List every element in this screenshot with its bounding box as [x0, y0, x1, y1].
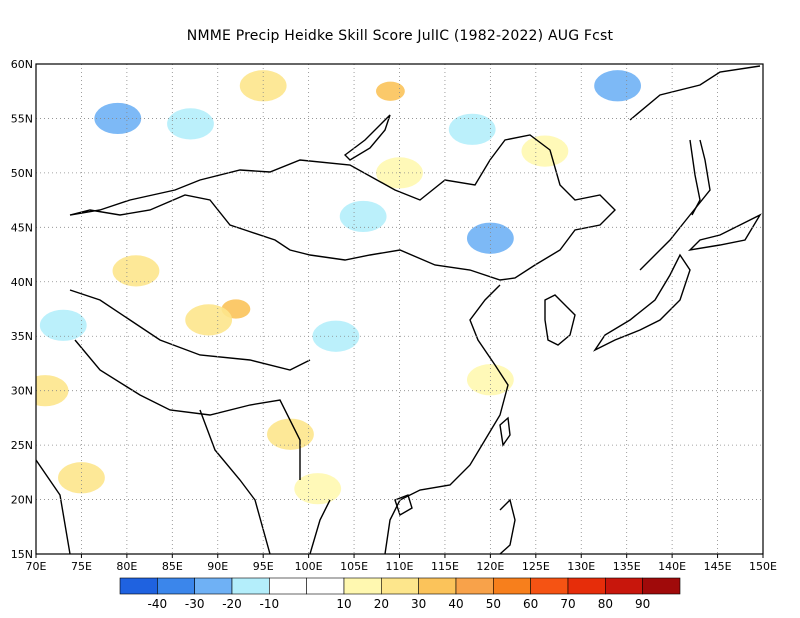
colorbar-swatch-11 [530, 577, 569, 595]
lat-label-30N: 30N [11, 385, 33, 398]
colorbar-label: 20 [374, 597, 389, 611]
russia-pacific-coast [629, 65, 761, 271]
colorbar-label: 40 [448, 597, 463, 611]
lat-label-40N: 40N [11, 276, 33, 289]
baikal [343, 114, 391, 161]
colorbar-label: 30 [411, 597, 426, 611]
lat-tick-labels: 15N 20N 25N 30N 35N 40N 45N 50N 55N 60N [11, 58, 33, 561]
lat-label-25N: 25N [11, 439, 33, 452]
skill-patch-18 [521, 135, 569, 167]
lon-label-115E: 115E [431, 560, 459, 573]
lon-label-95E: 95E [253, 560, 274, 573]
tibet-border [69, 289, 311, 371]
skill-patch-15 [167, 108, 214, 140]
skill-patch-2 [376, 81, 405, 101]
skill-patch-12 [466, 222, 514, 254]
colorbar-label: -30 [185, 597, 205, 611]
colorbar-label: 80 [598, 597, 613, 611]
skill-patch-7 [267, 418, 314, 450]
japan-hokkaido [687, 213, 762, 252]
colorbar-label: -10 [260, 597, 280, 611]
skill-patch-10 [594, 70, 641, 102]
skill-score-field [36, 70, 641, 505]
china-east-coast [399, 284, 509, 501]
skill-patch-1 [185, 304, 233, 336]
lon-label-105E: 105E [340, 560, 368, 573]
india-coast [36, 409, 271, 554]
lon-label-140E: 140E [658, 560, 686, 573]
colorbar-label: -20 [222, 597, 242, 611]
colorbar-swatch-4 [269, 577, 307, 595]
taiwan [499, 416, 511, 447]
lat-label-55N: 55N [11, 112, 33, 125]
colorbar-swatch-8 [418, 577, 457, 595]
colorbar-swatch-3 [231, 577, 270, 595]
colorbar-swatch-0 [119, 577, 158, 595]
colorbar-label: -40 [148, 597, 168, 611]
skill-patch-6 [112, 255, 160, 287]
sakhalin [689, 139, 701, 216]
lon-tick-labels: 70E 75E 80E 85E 90E 95E 100E 105E 110E 115E 120E 12… [26, 554, 777, 573]
colorbar-label: 60 [523, 597, 538, 611]
coastlines [36, 65, 762, 554]
lon-label-100E: 100E [295, 560, 323, 573]
colorbar-label: 90 [635, 597, 650, 611]
lon-label-135E: 135E [613, 560, 641, 573]
indochina-coast [309, 499, 401, 554]
lon-label-110E: 110E [386, 560, 414, 573]
china-mongolia-border [69, 134, 616, 281]
korean-peninsula [544, 294, 576, 346]
map-title: NMME Precip Heidke Skill Score JulIC (19… [186, 28, 614, 44]
lon-label-80E: 80E [116, 560, 137, 573]
colorbar-swatch-7 [381, 577, 419, 595]
skill-patch-17 [39, 309, 87, 341]
skill-patch-14 [312, 320, 360, 352]
colorbar-swatch-2 [194, 577, 233, 595]
lon-label-145E: 145E [704, 560, 732, 573]
lon-label-150E: 150E [749, 560, 777, 573]
colorbar-label: 50 [486, 597, 501, 611]
skill-patch-16 [448, 113, 496, 145]
lat-label-15N: 15N [11, 548, 33, 561]
lon-label-125E: 125E [522, 560, 550, 573]
lat-label-35N: 35N [11, 330, 33, 343]
colorbar-swatch-10 [493, 577, 531, 595]
lat-label-20N: 20N [11, 494, 33, 507]
skill-patch-11 [94, 102, 142, 135]
lon-label-70E: 70E [26, 560, 47, 573]
himalaya-border [74, 339, 301, 480]
philippines [499, 498, 516, 554]
lon-label-90E: 90E [207, 560, 228, 573]
lat-label-60N: 60N [11, 58, 33, 71]
lon-label-75E: 75E [71, 560, 92, 573]
colorbar-swatch-14 [642, 577, 681, 595]
skill-patch-3 [239, 70, 287, 102]
colorbar-label: 10 [336, 597, 351, 611]
colorbar-swatch-6 [343, 577, 382, 595]
skill-patch-19 [294, 473, 342, 505]
lon-label-85E: 85E [162, 560, 183, 573]
skill-patch-9 [466, 364, 514, 396]
colorbar-swatch-1 [157, 577, 195, 595]
skill-patch-4 [58, 462, 105, 494]
skill-patch-13 [339, 200, 387, 233]
colorbar-swatch-12 [567, 577, 606, 595]
colorbar-label: 70 [560, 597, 575, 611]
hainan [394, 494, 413, 517]
colorbar-swatch-13 [605, 577, 643, 595]
lat-label-45N: 45N [11, 221, 33, 234]
colorbar [119, 577, 681, 595]
lon-label-120E: 120E [476, 560, 504, 573]
lon-label-130E: 130E [567, 560, 595, 573]
colorbar-labels: -40 -30 -20 -10 10 20 30 40 50 60 70 80 90 [148, 597, 651, 611]
colorbar-swatch-9 [455, 577, 494, 595]
japan-honshu [592, 253, 691, 352]
lat-label-50N: 50N [11, 167, 33, 180]
colorbar-swatch-5 [306, 577, 345, 595]
graticule [36, 64, 763, 554]
